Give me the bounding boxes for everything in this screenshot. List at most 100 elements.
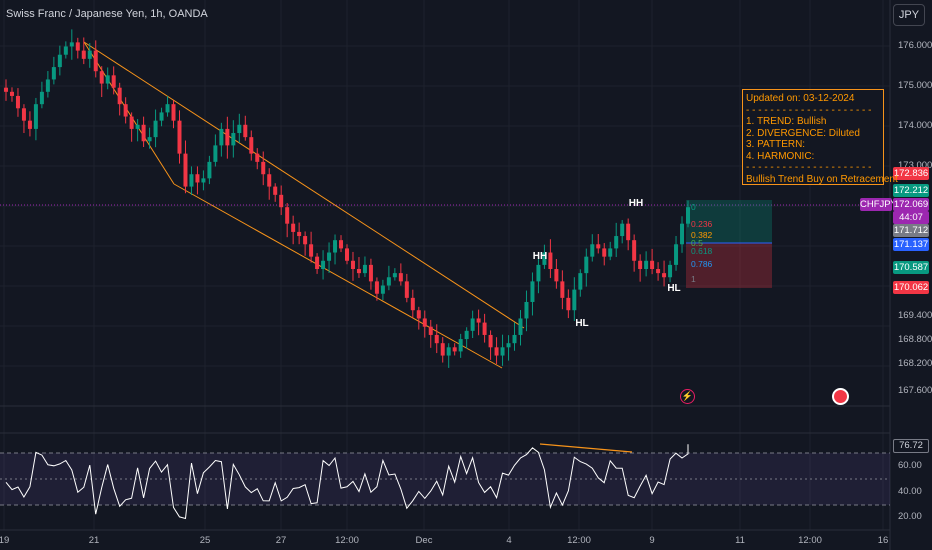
info-pattern: 3. PATTERN: xyxy=(746,139,806,150)
candle-body xyxy=(374,281,379,294)
candle-body xyxy=(39,91,44,105)
candle-body xyxy=(608,248,613,257)
price-tick: 169.400 xyxy=(898,310,932,321)
time-tick: 12:00 xyxy=(335,535,359,546)
candle-body xyxy=(201,178,206,183)
candle-body xyxy=(350,260,355,270)
candle-body xyxy=(650,260,655,270)
candle-body xyxy=(494,347,499,356)
price-badge: 172.212 xyxy=(893,184,929,197)
time-tick: 25 xyxy=(199,535,211,546)
symbol-badge: CHFJPY xyxy=(860,198,897,211)
lightning-event-icon[interactable]: ⚡ xyxy=(680,389,695,404)
candle-body xyxy=(321,260,326,270)
currency-button[interactable]: JPY xyxy=(893,4,925,26)
candle-body xyxy=(15,95,20,109)
candle-body xyxy=(225,128,230,146)
channel-edge-line xyxy=(83,41,175,185)
candle-body xyxy=(255,153,260,162)
candle-body xyxy=(183,153,188,187)
candle-body xyxy=(452,347,457,352)
candle-body xyxy=(111,75,116,88)
candle-body xyxy=(518,318,523,335)
price-badge: 171.137 xyxy=(893,238,929,251)
stop-zone xyxy=(686,243,772,288)
candle-body xyxy=(548,252,553,270)
rsi-tick: 60.00 xyxy=(898,460,922,471)
pattern-label-hh: HH xyxy=(532,251,548,262)
fib-level-05: 0.5 xyxy=(691,238,703,248)
time-tick: 9 xyxy=(649,535,655,546)
candle-body xyxy=(380,285,385,294)
candle-body xyxy=(213,145,218,162)
price-tick: 175.000 xyxy=(898,80,932,91)
candle-body xyxy=(542,252,547,265)
candle-body xyxy=(147,137,152,142)
candle-body xyxy=(512,334,517,344)
candle-body xyxy=(117,87,122,105)
candle-body xyxy=(386,277,391,286)
candle-body xyxy=(506,343,511,348)
price-tick: 168.800 xyxy=(898,334,932,345)
candle-body xyxy=(135,124,140,129)
rsi-tick: 20.00 xyxy=(898,511,922,522)
candle-body xyxy=(566,297,571,311)
price-badge-high: 172.836 xyxy=(893,167,929,180)
candle-body xyxy=(315,256,320,270)
candle-body xyxy=(614,236,619,249)
candle-body xyxy=(572,289,577,311)
candle-body xyxy=(428,326,433,335)
candle-body xyxy=(105,75,110,84)
price-tick: 176.000 xyxy=(898,40,932,51)
rsi-line xyxy=(5,444,689,520)
candle-body xyxy=(33,104,38,129)
candle-body xyxy=(249,137,254,154)
candle-body xyxy=(87,50,92,59)
fib-level-0786: 0.786 xyxy=(691,259,713,269)
price-tick: 167.600 xyxy=(898,385,932,396)
candle-body xyxy=(291,223,296,232)
candle-body xyxy=(93,50,98,72)
candle-body xyxy=(267,174,272,187)
candle-body xyxy=(656,269,661,274)
target-zone xyxy=(686,200,772,243)
candle-body xyxy=(404,281,409,298)
candle-body xyxy=(410,297,415,311)
candle-body xyxy=(45,79,50,92)
candle-body xyxy=(668,264,673,278)
candle-body xyxy=(177,120,182,154)
candle-body xyxy=(303,236,308,245)
candle-body xyxy=(195,174,200,183)
price-badge: 171.712 xyxy=(893,224,929,237)
pattern-label-hl: HL xyxy=(575,318,589,329)
candle-body xyxy=(81,50,86,59)
time-tick: 12:00 xyxy=(798,535,822,546)
candle-body xyxy=(9,91,14,96)
candle-body xyxy=(51,67,56,80)
candle-body xyxy=(638,260,643,270)
candle-body xyxy=(464,330,469,340)
economic-event-icon[interactable] xyxy=(832,388,849,405)
candle-body xyxy=(662,273,667,278)
candle-body xyxy=(285,207,290,224)
candle-body xyxy=(680,223,685,245)
candle-body xyxy=(578,273,583,290)
candle-body xyxy=(69,42,74,47)
info-divider: - - - - - - - - - - - - - - - - - - - - … xyxy=(746,104,872,116)
candle-body xyxy=(356,269,361,274)
candle-body xyxy=(674,244,679,265)
candle-body xyxy=(237,124,242,134)
candle-body xyxy=(524,301,529,319)
candle-body xyxy=(644,260,649,270)
candle-body xyxy=(632,240,637,261)
price-tick: 168.200 xyxy=(898,358,932,369)
candle-body xyxy=(488,334,493,348)
candle-body xyxy=(141,124,146,142)
fib-level-0618: 0.618 xyxy=(691,246,713,256)
rsi-current-badge: 76.72 xyxy=(893,439,929,453)
info-divergence: 2. DIVERGENCE: Diluted xyxy=(746,127,860,139)
analysis-info-box: Updated on: 03-12-2024 - - - - - - - - -… xyxy=(742,89,898,185)
fib-level-0: 0 xyxy=(691,202,696,212)
candle-body xyxy=(327,252,332,261)
